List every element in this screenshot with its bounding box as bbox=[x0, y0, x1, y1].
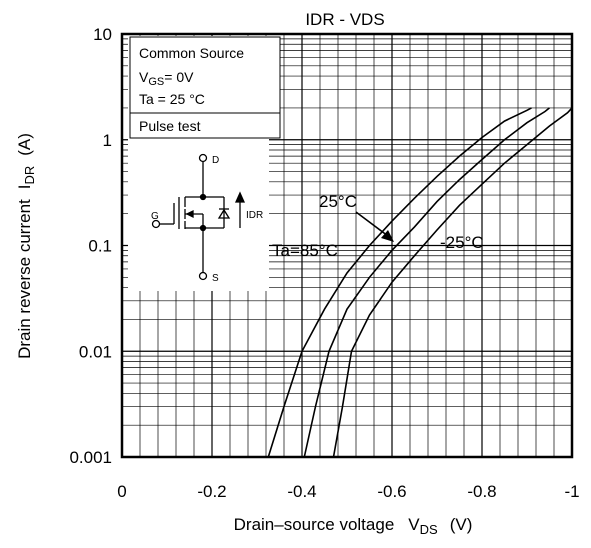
x-tick-label: -1 bbox=[564, 482, 579, 501]
drain-label: D bbox=[212, 155, 219, 166]
annotation-25c-arrow bbox=[355, 211, 389, 237]
y-axis-title: Drain reverse currentIDR(A) bbox=[15, 133, 37, 359]
annotation-25c-arrowhead bbox=[381, 230, 394, 242]
x-tick-label: -0.6 bbox=[377, 482, 406, 501]
drain-terminal bbox=[198, 153, 208, 163]
x-tick-label: -0.8 bbox=[467, 482, 496, 501]
y-tick-label: 1 bbox=[103, 131, 112, 150]
y-tick-labels: 10 1 0.1 0.01 0.001 bbox=[69, 25, 112, 467]
gate-terminal bbox=[151, 219, 161, 229]
condition-pulse-test: Pulse test bbox=[139, 118, 201, 134]
condition-common-source: Common Source bbox=[139, 45, 244, 61]
condition-vgs: VGS= 0V bbox=[139, 69, 194, 88]
condition-ta: Ta = 25 °C bbox=[139, 91, 205, 107]
annotation-minus25c: -25°C bbox=[440, 233, 484, 252]
conditions-box: Common Source VGS= 0V Ta = 25 °C Pulse t… bbox=[129, 36, 281, 139]
x-tick-labels: 0 -0.2 -0.4 -0.6 -0.8 -1 bbox=[117, 482, 579, 501]
current-label: IDR bbox=[246, 210, 263, 221]
y-tick-label: 10 bbox=[93, 25, 112, 44]
y-tick-label: 0.01 bbox=[79, 342, 112, 361]
plot-frame bbox=[120, 32, 574, 459]
curves bbox=[267, 107, 573, 458]
y-tick-label: 0.001 bbox=[69, 448, 112, 467]
annotation-25c: 25°C bbox=[319, 192, 357, 211]
series-line-1 bbox=[303, 107, 550, 458]
x-tick-label: -0.4 bbox=[287, 482, 316, 501]
gate-label: G bbox=[151, 211, 159, 222]
source-label: S bbox=[212, 273, 219, 284]
chart-title: IDR - VDS bbox=[305, 10, 384, 29]
x-tick-label: 0 bbox=[117, 482, 126, 501]
series-line-2 bbox=[332, 107, 573, 458]
x-tick-label: -0.2 bbox=[197, 482, 226, 501]
series-line-0 bbox=[267, 107, 532, 458]
annotation-ta85: Ta=85°C bbox=[272, 241, 338, 260]
mosfet-circuit-symbol bbox=[151, 153, 246, 281]
y-tick-label: 0.1 bbox=[88, 237, 112, 256]
x-axis-title: Drain–source voltage VDS (V) bbox=[234, 515, 473, 537]
source-terminal bbox=[198, 271, 208, 281]
